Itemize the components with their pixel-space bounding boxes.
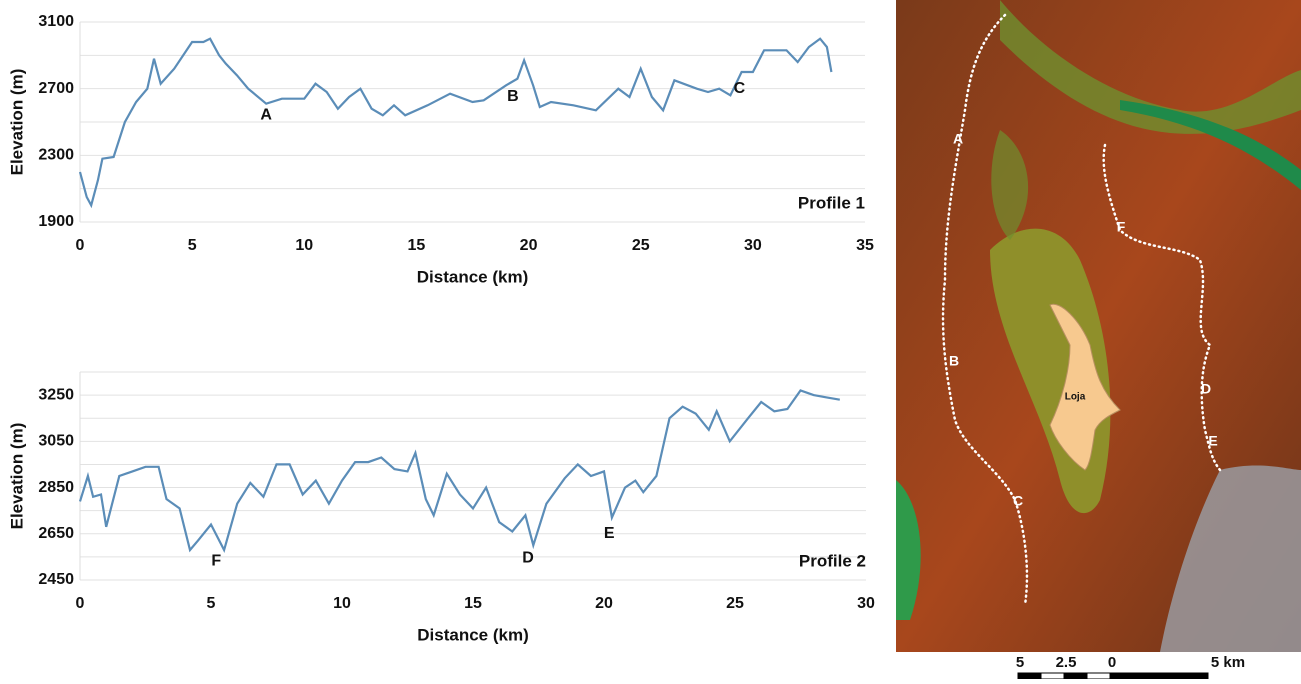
y-tick-label: 3250 — [38, 386, 74, 403]
x-tick-label: 5 — [188, 237, 197, 254]
x-tick-label: 0 — [76, 595, 85, 612]
y-tick-label: 2450 — [38, 571, 74, 588]
y-tick-label: 3100 — [38, 13, 74, 30]
scale-bar — [1064, 673, 1087, 679]
x-tick-label: 30 — [744, 237, 762, 254]
chart: 1900 2300 2700 3100 0 5 10 15 20 25 30 35 Distance (… — [7, 13, 874, 286]
x-axis-title: Distance (km) — [417, 625, 528, 644]
point-label: D — [522, 549, 534, 566]
map-label: B — [949, 353, 959, 369]
map-label: E — [1208, 433, 1217, 449]
map: A B C D E F Loja 5 2.5 0 5 km — [896, 0, 1301, 679]
x-tick-label: 25 — [726, 595, 744, 612]
point-label: E — [604, 525, 615, 542]
x-tick-label: 35 — [856, 237, 874, 254]
map-label: F — [1117, 219, 1126, 235]
x-tick-label: 25 — [632, 237, 650, 254]
x-tick-label: 15 — [408, 237, 426, 254]
point-label: C — [734, 80, 746, 97]
y-tick-label: 2300 — [38, 147, 74, 164]
y-tick-label: 3050 — [38, 433, 74, 450]
scale-bar — [1041, 673, 1064, 679]
point-label: B — [507, 88, 519, 105]
point-label: A — [260, 107, 272, 124]
scale-bar — [1087, 673, 1110, 679]
scale-label: 0 — [1108, 654, 1116, 671]
y-axis-title: Elevation (m) — [7, 69, 26, 176]
x-tick-label: 30 — [857, 595, 875, 612]
x-tick-label: 5 — [207, 595, 216, 612]
scale-label: 2.5 — [1056, 654, 1077, 671]
x-tick-label: 10 — [333, 595, 351, 612]
y-tick-label: 2650 — [38, 525, 74, 542]
scale-label: 5 km — [1211, 654, 1245, 671]
point-label: F — [211, 553, 221, 570]
chart: 2450 2650 2850 3050 3250 0 5 10 15 20 25 30 Distance… — [7, 372, 875, 644]
profile-label: Profile 2 — [799, 551, 866, 570]
y-tick-label: 2850 — [38, 479, 74, 496]
map-label: C — [1013, 493, 1023, 509]
y-tick-label: 1900 — [38, 213, 74, 230]
x-axis-title: Distance (km) — [417, 267, 528, 286]
x-tick-label: 15 — [464, 595, 482, 612]
scale-bar — [1018, 673, 1041, 679]
y-axis-title: Elevation (m) — [7, 423, 26, 530]
scale-label: 5 — [1016, 654, 1024, 671]
map-label: D — [1201, 381, 1211, 397]
profile-label: Profile 1 — [798, 193, 865, 212]
x-tick-label: 10 — [295, 237, 313, 254]
x-tick-label: 20 — [595, 595, 613, 612]
city-label: Loja — [1065, 392, 1086, 403]
figure: A B C D E F Loja 5 2.5 0 5 km 1900 2300 2700 3100 0 5 10… — [0, 0, 1301, 679]
x-tick-label: 0 — [76, 237, 85, 254]
elevation-line — [80, 391, 840, 551]
y-tick-label: 2700 — [38, 80, 74, 97]
scale-bar — [1110, 673, 1208, 679]
map-label: A — [953, 131, 963, 147]
x-tick-label: 20 — [520, 237, 538, 254]
